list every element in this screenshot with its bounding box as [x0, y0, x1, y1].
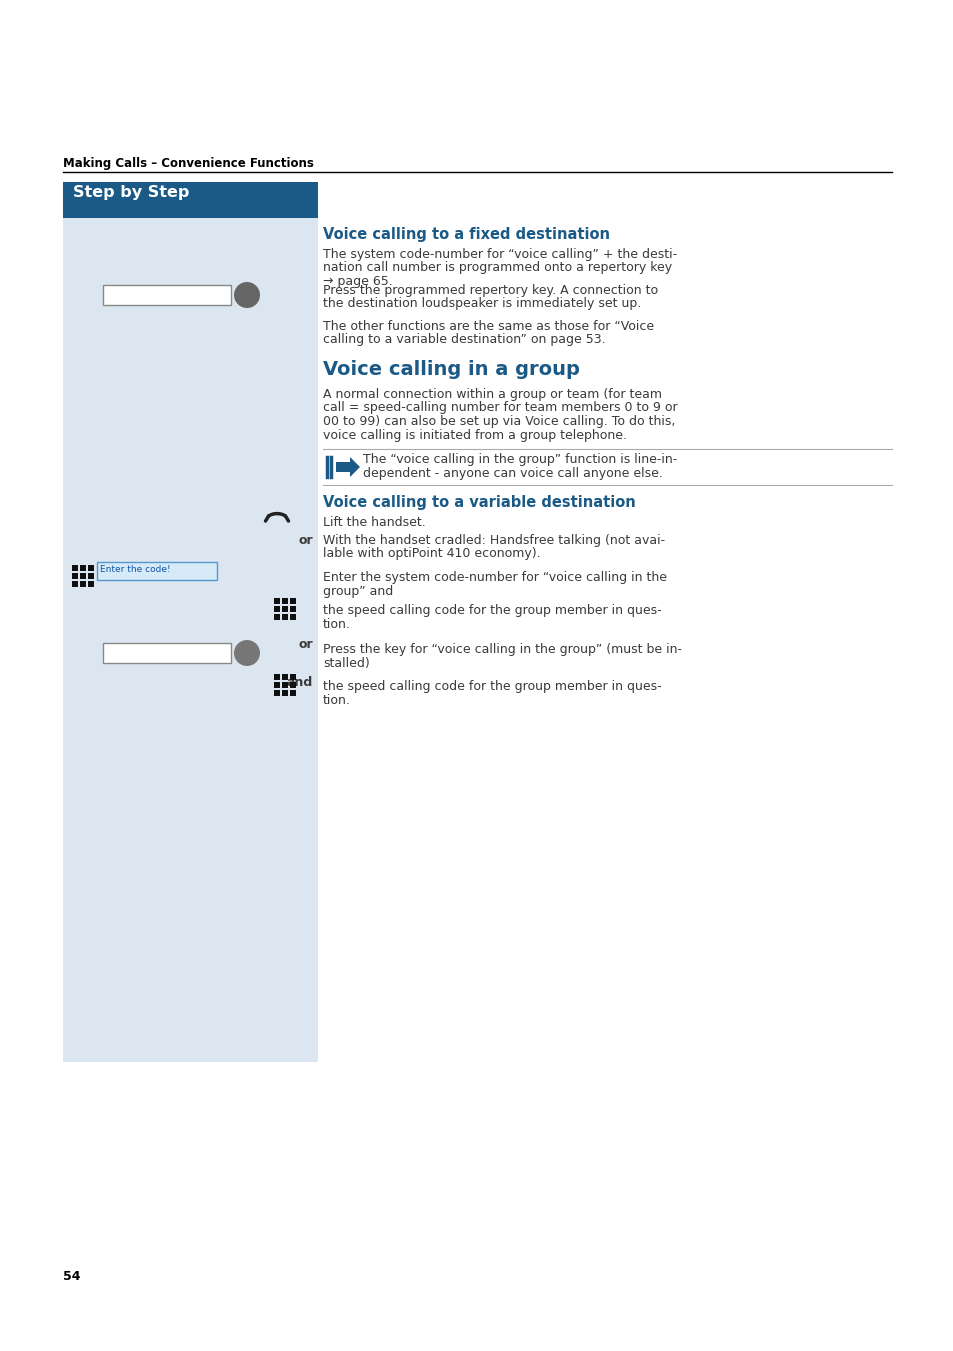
- Text: stalled): stalled): [323, 657, 370, 670]
- Text: lable with optiPoint 410 economy).: lable with optiPoint 410 economy).: [323, 547, 540, 561]
- Bar: [282, 690, 288, 696]
- Text: Making Calls – Convenience Functions: Making Calls – Convenience Functions: [63, 157, 314, 170]
- Ellipse shape: [233, 640, 260, 666]
- Text: nation call number is programmed onto a repertory key: nation call number is programmed onto a …: [323, 262, 672, 274]
- Text: The system code-number for “voice calling” + the desti-: The system code-number for “voice callin…: [323, 249, 677, 261]
- Bar: [290, 682, 295, 688]
- Bar: [274, 690, 280, 696]
- Text: Voice calling in a group: Voice calling in a group: [323, 359, 579, 380]
- Bar: [282, 598, 288, 604]
- Bar: [290, 674, 295, 680]
- Bar: [290, 598, 295, 604]
- Bar: [274, 674, 280, 680]
- Text: tion.: tion.: [323, 693, 351, 707]
- Bar: [88, 581, 94, 586]
- Bar: [274, 613, 280, 620]
- Text: → page 65.: → page 65.: [323, 276, 393, 288]
- Bar: [80, 565, 86, 571]
- Bar: [290, 613, 295, 620]
- Bar: [63, 182, 317, 218]
- Text: The other functions are the same as those for “Voice: The other functions are the same as thos…: [323, 320, 654, 332]
- Polygon shape: [335, 457, 359, 477]
- Text: Voice calling to a variable destination: Voice calling to a variable destination: [323, 494, 635, 509]
- Bar: [290, 607, 295, 612]
- Bar: [274, 607, 280, 612]
- Bar: [80, 581, 86, 586]
- Text: With the handset cradled: Handsfree talking (not avai-: With the handset cradled: Handsfree talk…: [323, 534, 664, 547]
- Text: group” and: group” and: [323, 585, 393, 597]
- Bar: [80, 573, 86, 580]
- Text: or: or: [298, 638, 313, 651]
- Bar: [71, 581, 78, 586]
- FancyBboxPatch shape: [97, 562, 216, 580]
- Text: Enter the code!: Enter the code!: [100, 565, 171, 574]
- Bar: [290, 690, 295, 696]
- Text: 54: 54: [63, 1270, 80, 1283]
- Text: Press the programmed repertory key. A connection to: Press the programmed repertory key. A co…: [323, 284, 658, 297]
- Bar: [282, 613, 288, 620]
- FancyBboxPatch shape: [103, 285, 231, 305]
- Text: and: and: [287, 676, 313, 689]
- Text: the destination loudspeaker is immediately set up.: the destination loudspeaker is immediate…: [323, 297, 640, 311]
- Text: Press the key for “voice calling in the group” (must be in-: Press the key for “voice calling in the …: [323, 643, 681, 657]
- Text: Lift the handset.: Lift the handset.: [323, 516, 425, 530]
- Bar: [282, 682, 288, 688]
- Bar: [282, 607, 288, 612]
- Text: 00 to 99) can also be set up via Voice calling. To do this,: 00 to 99) can also be set up via Voice c…: [323, 415, 675, 428]
- Text: Voice calling to a fixed destination: Voice calling to a fixed destination: [323, 227, 609, 242]
- Text: call = speed-calling number for team members 0 to 9 or: call = speed-calling number for team mem…: [323, 401, 677, 415]
- Bar: [63, 182, 317, 1062]
- Text: dependent - anyone can voice call anyone else.: dependent - anyone can voice call anyone…: [363, 466, 662, 480]
- Bar: [274, 682, 280, 688]
- Text: calling to a variable destination” on page 53.: calling to a variable destination” on pa…: [323, 334, 605, 346]
- Bar: [71, 565, 78, 571]
- Bar: [282, 674, 288, 680]
- Text: tion.: tion.: [323, 617, 351, 631]
- Text: the speed calling code for the group member in ques-: the speed calling code for the group mem…: [323, 604, 661, 617]
- Text: The “voice calling in the group” function is line-in-: The “voice calling in the group” functio…: [363, 453, 677, 466]
- Text: A normal connection within a group or team (for team: A normal connection within a group or te…: [323, 388, 661, 401]
- Bar: [88, 573, 94, 580]
- Bar: [88, 565, 94, 571]
- Text: voice calling is initiated from a group telephone.: voice calling is initiated from a group …: [323, 428, 626, 442]
- Bar: [71, 573, 78, 580]
- Ellipse shape: [233, 282, 260, 308]
- Text: the speed calling code for the group member in ques-: the speed calling code for the group mem…: [323, 680, 661, 693]
- FancyBboxPatch shape: [103, 643, 231, 663]
- Text: Enter the system code-number for “voice calling in the: Enter the system code-number for “voice …: [323, 571, 666, 584]
- Bar: [274, 598, 280, 604]
- Text: or: or: [298, 534, 313, 547]
- Text: Step by Step: Step by Step: [73, 185, 190, 200]
